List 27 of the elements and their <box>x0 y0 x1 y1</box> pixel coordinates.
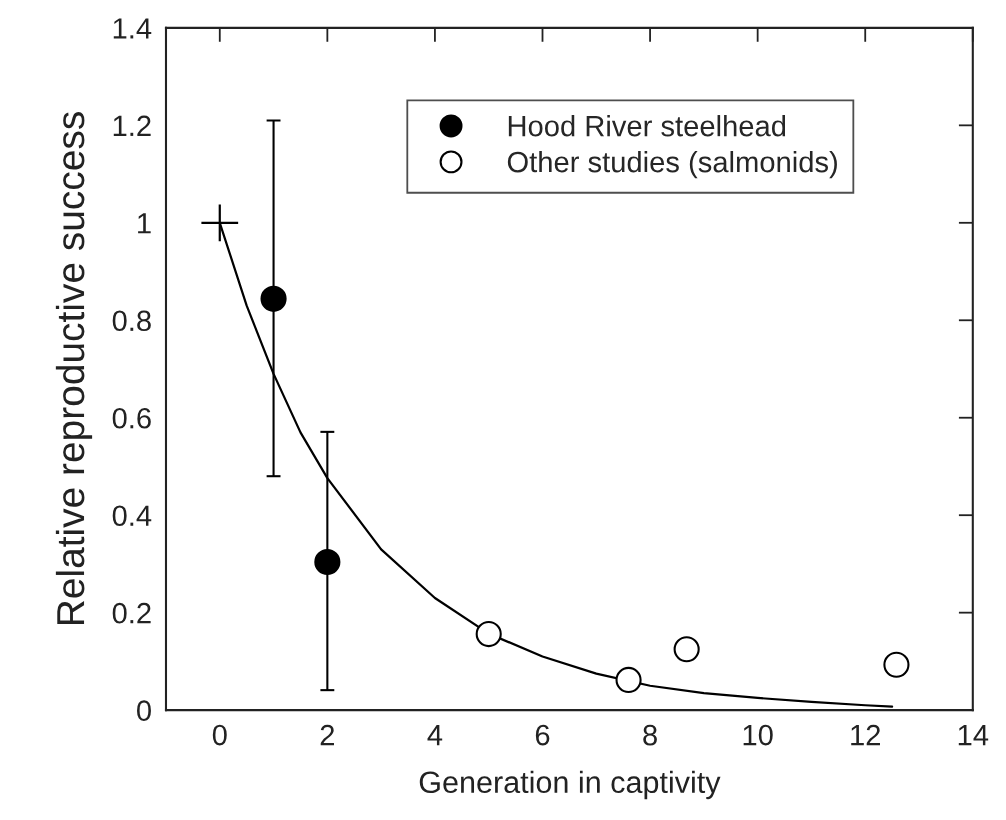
x-tick-label: 12 <box>851 724 880 746</box>
y-tick-label: 1.2 <box>113 115 151 136</box>
y-tick-label: 1 <box>138 213 151 234</box>
y-tick-label: 0.4 <box>112 505 152 527</box>
x-axis-title: Generation in captivity <box>419 770 721 800</box>
legend-label: Hood River steelhead <box>508 115 786 137</box>
y-tick-label: 1.4 <box>113 18 152 39</box>
legend-label: Other studies (salmonids) <box>507 150 837 179</box>
point <box>314 548 341 576</box>
y-tick-label: 0.6 <box>112 407 151 429</box>
point <box>615 666 642 693</box>
x-tick-label: 14 <box>958 725 989 746</box>
y-tick-label: 0.2 <box>112 602 151 624</box>
point <box>883 651 910 678</box>
x-tick-label: 2 <box>320 724 334 746</box>
y-axis-title: Relative reproductive success <box>55 112 93 625</box>
y-tick-label: 0.8 <box>112 310 151 332</box>
point <box>201 204 239 242</box>
point <box>260 285 287 312</box>
point <box>475 621 502 648</box>
x-tick-label: 0 <box>212 724 227 746</box>
y-tick-label: 0 <box>137 700 151 721</box>
x-tick-label: 8 <box>643 724 657 746</box>
x-tick-label: 10 <box>743 724 773 746</box>
x-tick-label: 6 <box>535 724 550 746</box>
x-tick-label: 4 <box>427 725 443 746</box>
point <box>673 636 700 663</box>
